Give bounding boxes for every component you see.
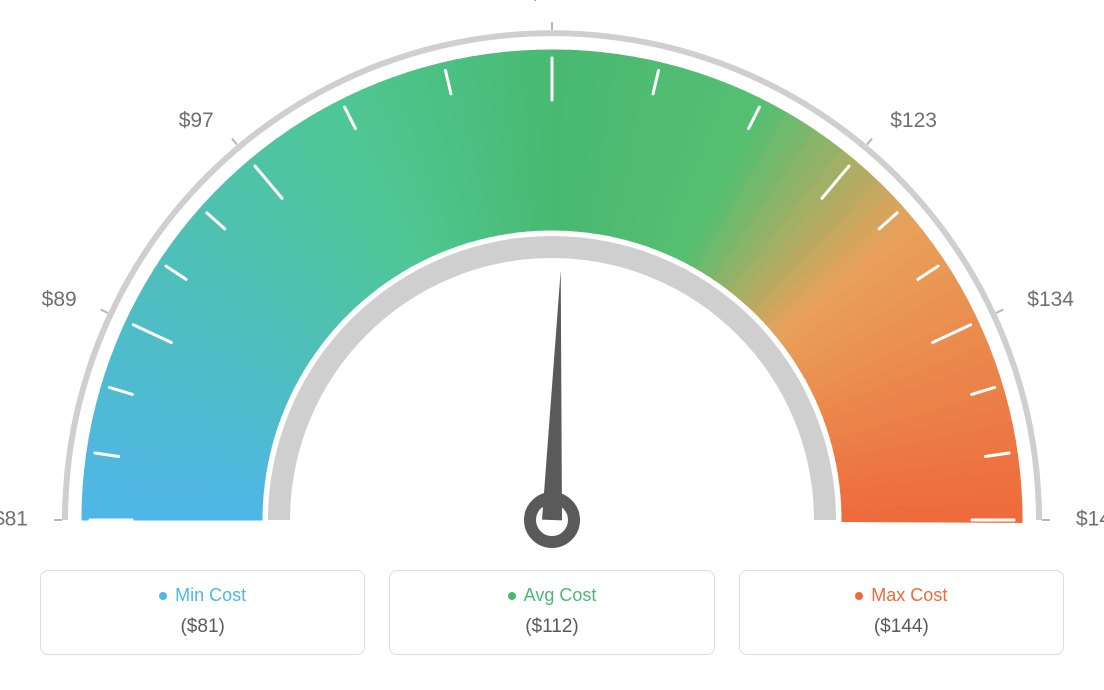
legend-value-min: ($81) <box>51 616 354 638</box>
cost-gauge: $81 $89 $97 $112 $123 $134 $144 <box>0 0 1104 560</box>
legend-dot-min <box>159 592 167 600</box>
legend-dot-max <box>855 592 863 600</box>
legend-title-max: Max Cost <box>855 585 947 606</box>
legend-label-max: Max Cost <box>871 585 947 606</box>
legend-card-avg: Avg Cost ($112) <box>389 570 714 655</box>
svg-text:$144: $144 <box>1076 508 1104 531</box>
legend-card-min: Min Cost ($81) <box>40 570 365 655</box>
legend-value-avg: ($112) <box>400 616 703 638</box>
gauge-svg: $81 $89 $97 $112 $123 $134 $144 <box>0 0 1104 560</box>
legend-value-max: ($144) <box>750 616 1053 638</box>
legend-dot-avg <box>508 592 516 600</box>
svg-text:$97: $97 <box>179 109 214 132</box>
legend-title-avg: Avg Cost <box>508 585 597 606</box>
svg-text:$81: $81 <box>0 508 28 531</box>
legend-row: Min Cost ($81) Avg Cost ($112) Max Cost … <box>0 570 1104 655</box>
legend-card-max: Max Cost ($144) <box>739 570 1064 655</box>
svg-text:$112: $112 <box>529 0 574 5</box>
svg-text:$89: $89 <box>42 288 77 311</box>
legend-title-min: Min Cost <box>159 585 246 606</box>
legend-label-min: Min Cost <box>175 585 246 606</box>
legend-label-avg: Avg Cost <box>524 585 597 606</box>
svg-text:$123: $123 <box>890 109 937 132</box>
svg-text:$134: $134 <box>1027 288 1074 311</box>
